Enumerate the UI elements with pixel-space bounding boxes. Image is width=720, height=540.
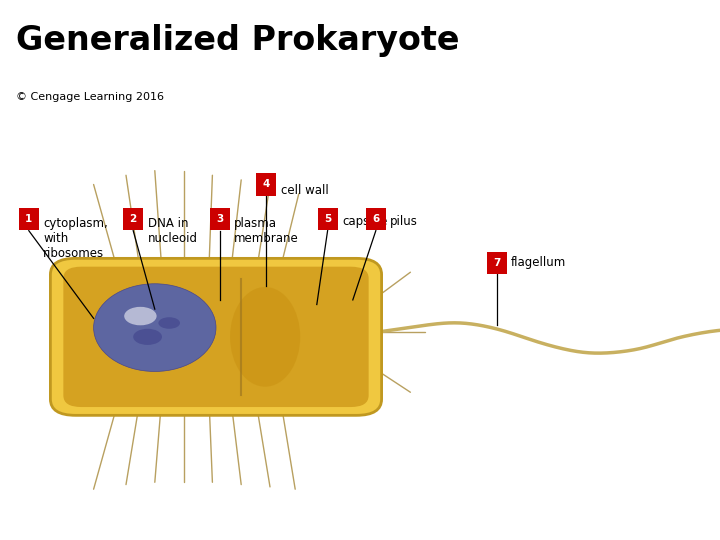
Text: 2: 2 [130, 214, 137, 224]
FancyBboxPatch shape [487, 252, 507, 274]
FancyBboxPatch shape [366, 208, 386, 230]
FancyBboxPatch shape [210, 208, 230, 230]
FancyBboxPatch shape [123, 208, 143, 230]
Ellipse shape [158, 317, 180, 329]
Text: cytoplasm,
with
ribosomes: cytoplasm, with ribosomes [43, 217, 108, 260]
Text: flagellum: flagellum [511, 256, 567, 269]
Text: 1: 1 [25, 214, 32, 224]
Text: plasma
membrane: plasma membrane [234, 217, 299, 245]
Text: 5: 5 [324, 214, 331, 224]
Text: cell wall: cell wall [281, 185, 328, 198]
Text: pilus: pilus [390, 215, 418, 228]
FancyBboxPatch shape [256, 173, 276, 195]
Ellipse shape [125, 307, 157, 325]
Text: DNA in
nucleoid: DNA in nucleoid [148, 217, 197, 245]
Text: 7: 7 [493, 258, 500, 268]
FancyBboxPatch shape [63, 267, 369, 407]
FancyBboxPatch shape [318, 208, 338, 230]
Text: © Cengage Learning 2016: © Cengage Learning 2016 [16, 92, 164, 102]
Text: capsule: capsule [342, 215, 387, 228]
Text: 4: 4 [263, 179, 270, 190]
FancyBboxPatch shape [50, 258, 382, 415]
FancyBboxPatch shape [19, 208, 39, 230]
Text: Generalized Prokaryote: Generalized Prokaryote [16, 24, 459, 57]
Text: 3: 3 [216, 214, 223, 224]
Ellipse shape [94, 284, 216, 372]
Ellipse shape [133, 329, 162, 345]
Text: 6: 6 [372, 214, 379, 224]
Ellipse shape [230, 287, 300, 387]
